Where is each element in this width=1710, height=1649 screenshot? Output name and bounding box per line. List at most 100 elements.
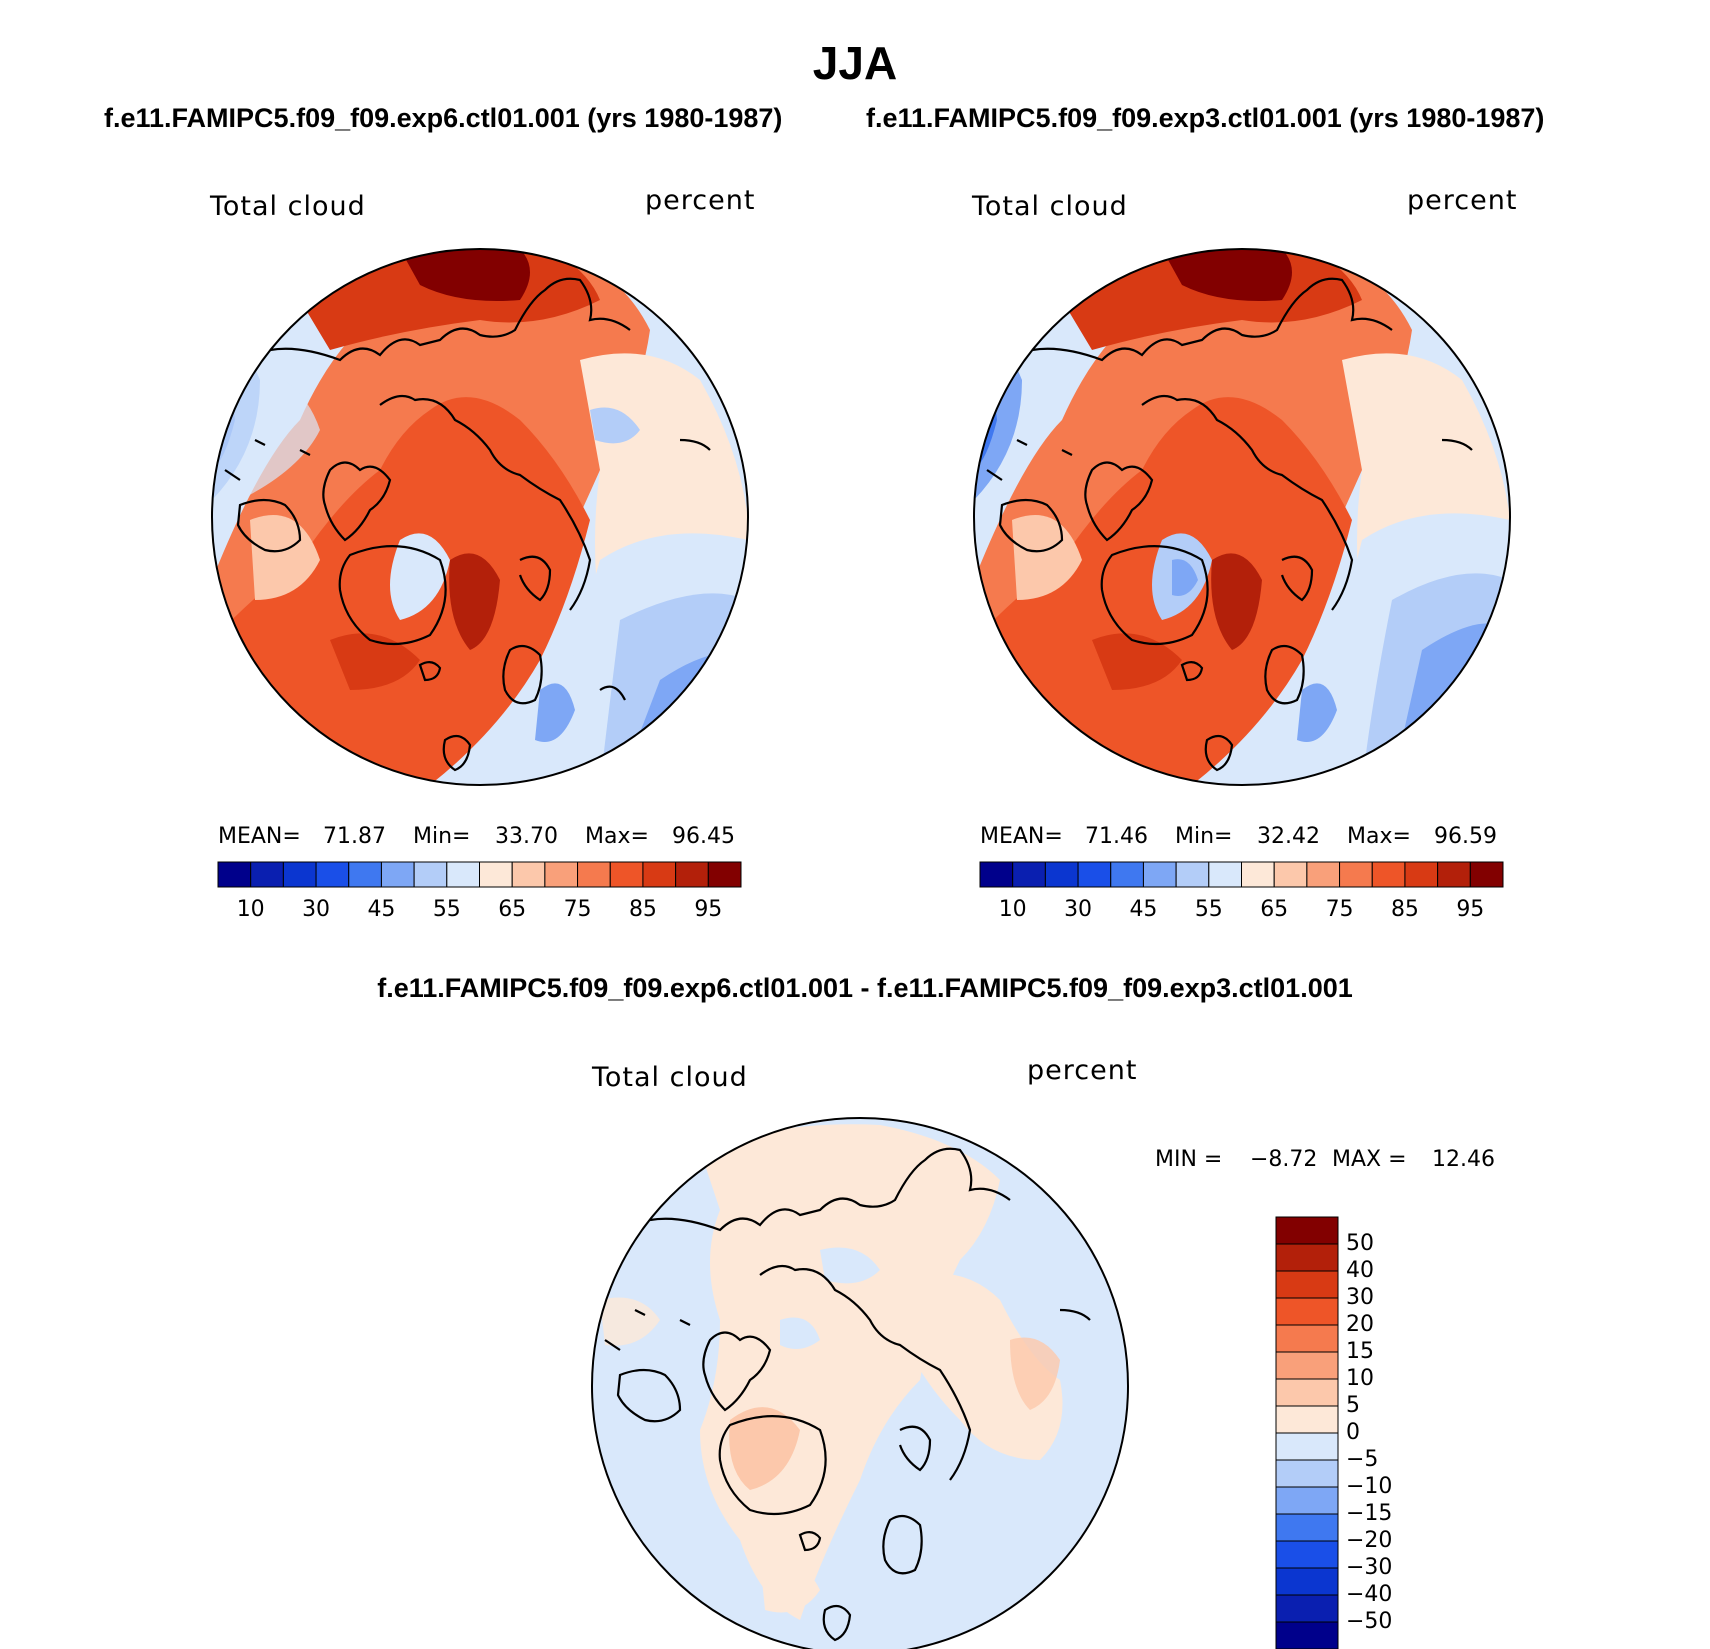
- diff-colorbar-tick-label: 5: [1346, 1393, 1360, 1418]
- diff-colorbar-tick-label: −40: [1346, 1582, 1393, 1607]
- diff-colorbar-tick-label: 0: [1346, 1420, 1360, 1445]
- panel2-colorbar-swatch: [1044, 861, 1079, 888]
- diff-colorbar-tick-label: −5: [1346, 1447, 1379, 1472]
- panel1-colorbar-tick-label: 95: [694, 897, 723, 922]
- diff-variable-label: Total cloud: [592, 1062, 748, 1093]
- diff-colorbar-tick-label: −10: [1346, 1474, 1393, 1499]
- panel2-colorbar-swatch: [1110, 861, 1144, 888]
- panel2-colorbar-swatch: [1339, 861, 1373, 888]
- panel2-map-border: [973, 248, 1511, 786]
- diff-colorbar-tick-label: 10: [1346, 1366, 1374, 1391]
- panel1-colorbar-swatch: [413, 861, 448, 888]
- panel2-colorbar-tick-label: 75: [1325, 897, 1354, 922]
- panel2-colorbar-swatch: [1077, 861, 1112, 888]
- panel2-max-value: 96.59: [1434, 824, 1497, 849]
- panel2-colorbar-swatch: [1469, 861, 1504, 888]
- diff-colorbar-tick-label: −30: [1346, 1555, 1393, 1580]
- diff-colorbar-tick-label: −20: [1346, 1528, 1393, 1553]
- diff-map: [591, 1117, 1129, 1649]
- panel1-mean-label: MEAN=: [218, 824, 301, 849]
- panel1-colorbar-swatch: [250, 861, 284, 888]
- panel2-variable-label: Total cloud: [972, 191, 1128, 222]
- panel1-max-value: 96.45: [672, 824, 735, 849]
- panel2-colorbar-swatch: [1273, 861, 1308, 888]
- panel1-units-label: percent: [645, 185, 756, 216]
- panel2-min-value: 32.42: [1257, 824, 1320, 849]
- panel2-colorbar-swatch: [979, 861, 1014, 888]
- diff-colorbar-swatch: [1275, 1270, 1339, 1299]
- panel1-max-label: Max=: [585, 824, 649, 849]
- panel2-colorbar-swatch: [1175, 861, 1210, 888]
- panel2-min-label: Min=: [1175, 824, 1233, 849]
- panel1-colorbar-tick-label: 75: [563, 897, 592, 922]
- panel2-mean-value: 71.46: [1085, 824, 1148, 849]
- panel2-colorbar-tick-label: 55: [1194, 897, 1223, 922]
- diff-colorbar-swatch: [1275, 1594, 1339, 1623]
- panel2-colorbar-tick-label: 95: [1456, 897, 1485, 922]
- panel1-colorbar-swatch: [348, 861, 382, 888]
- panel2-colorbar-swatch: [1371, 861, 1406, 888]
- panel2-colorbar-swatch: [1306, 861, 1341, 888]
- diff-min-label: MIN =: [1155, 1147, 1223, 1172]
- panel2-colorbar: [979, 861, 1504, 888]
- diff-colorbar-tick-label: −15: [1346, 1501, 1393, 1526]
- panel1-colorbar-tick-label: 65: [498, 897, 527, 922]
- panel1-colorbar-swatch: [282, 861, 317, 888]
- panel2-colorbar-swatch: [1208, 861, 1242, 888]
- panel1-colorbar-tick-label: 55: [432, 897, 461, 922]
- diff-map-border: [591, 1117, 1129, 1649]
- panel1-min-value: 33.70: [495, 824, 558, 849]
- diff-colorbar: [1275, 1216, 1339, 1649]
- figure-title: JJA: [812, 37, 898, 89]
- diff-min-value: −8.72: [1250, 1147, 1318, 1172]
- panel1-variable-label: Total cloud: [210, 191, 366, 222]
- panel1-colorbar: [217, 861, 742, 888]
- diff-colorbar-swatch: [1275, 1243, 1339, 1272]
- panel1-min-label: Min=: [413, 824, 471, 849]
- diff-colorbar-swatch: [1275, 1432, 1339, 1461]
- diff-units-label: percent: [1027, 1055, 1138, 1086]
- panel2-colorbar-swatch: [1404, 861, 1439, 888]
- panel1-colorbar-swatch: [217, 861, 252, 888]
- diff-colorbar-tick-label: −50: [1346, 1609, 1393, 1634]
- panel2-colorbar-tick-label: 45: [1129, 897, 1158, 922]
- panel1-colorbar-tick-label: 10: [236, 897, 265, 922]
- panel1-colorbar-swatch: [479, 861, 513, 888]
- panel2-colorbar-swatch: [1012, 861, 1046, 888]
- panel1-map-border: [211, 248, 749, 786]
- diff-colorbar-swatch: [1275, 1486, 1339, 1515]
- panel2-colorbar-swatch: [1241, 861, 1275, 888]
- panel2-units-label: percent: [1407, 185, 1518, 216]
- panel2-case-title: f.e11.FAMIPC5.f09_f09.exp3.ctl01.001 (yr…: [866, 103, 1545, 133]
- diff-colorbar-swatch: [1275, 1351, 1339, 1380]
- panel2-mean-label: MEAN=: [980, 824, 1063, 849]
- panel1-colorbar-swatch: [577, 861, 611, 888]
- panel2-colorbar-swatch: [1437, 861, 1471, 888]
- panel1-colorbar-swatch: [544, 861, 579, 888]
- panel2-max-label: Max=: [1347, 824, 1411, 849]
- panel1-colorbar-tick-label: 30: [302, 897, 331, 922]
- panel1-colorbar-tick-label: 85: [628, 897, 657, 922]
- diff-colorbar-swatch: [1275, 1405, 1339, 1434]
- panel2-colorbar-tick-label: 65: [1260, 897, 1289, 922]
- diff-colorbar-swatch: [1275, 1297, 1339, 1326]
- panel1-colorbar-swatch: [446, 861, 480, 888]
- panel1-case-title: f.e11.FAMIPC5.f09_f09.exp6.ctl01.001 (yr…: [104, 103, 783, 133]
- panel2-colorbar-tick-label: 30: [1064, 897, 1093, 922]
- diff-colorbar-tick-label: 20: [1346, 1312, 1374, 1337]
- panel1-colorbar-swatch: [511, 861, 546, 888]
- diff-colorbar-swatch: [1275, 1540, 1339, 1569]
- panel2-colorbar-tick-label: 85: [1390, 897, 1419, 922]
- diff-colorbar-swatch: [1275, 1459, 1339, 1488]
- diff-colorbar-tick-label: 40: [1346, 1258, 1374, 1283]
- diff-colorbar-tick-label: 30: [1346, 1285, 1374, 1310]
- panel1-mean-value: 71.87: [323, 824, 386, 849]
- panel1-colorbar-swatch: [609, 861, 644, 888]
- diff-colorbar-tick-label: 15: [1346, 1339, 1374, 1364]
- panel1-colorbar-swatch: [707, 861, 742, 888]
- diff-colorbar-swatch: [1275, 1378, 1339, 1407]
- panel1-colorbar-swatch: [642, 861, 677, 888]
- panel2-map: [973, 248, 1511, 786]
- diff-max-value: 12.46: [1432, 1147, 1495, 1172]
